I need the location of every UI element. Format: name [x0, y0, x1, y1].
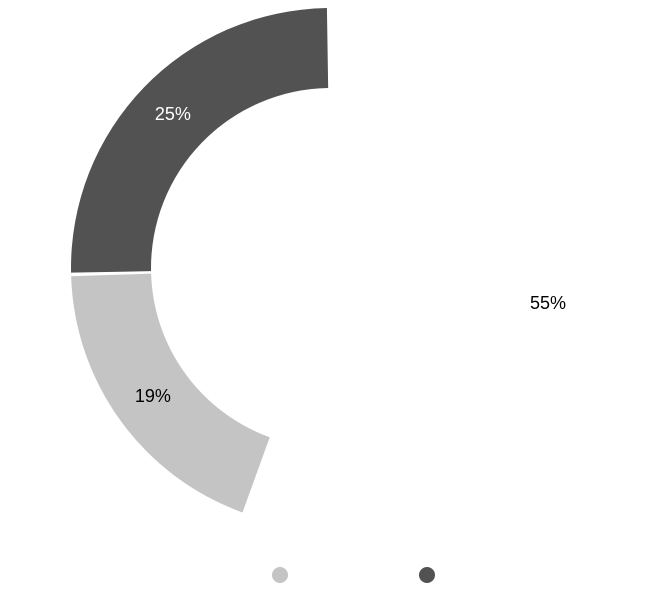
slice-label-0: 55%: [530, 293, 566, 313]
slice-labels: 55% 19% 25%: [135, 104, 566, 406]
slice-label-2: 25%: [155, 104, 191, 124]
legend: [272, 567, 435, 583]
donut-slice-2: [71, 8, 329, 273]
donut-slice-1: [71, 273, 270, 513]
legend-marker-1[interactable]: [419, 567, 435, 583]
slice-label-1: 19%: [135, 386, 171, 406]
donut-slices: [71, 8, 592, 528]
donut-slice-0: [245, 8, 592, 528]
legend-marker-0[interactable]: [272, 567, 288, 583]
